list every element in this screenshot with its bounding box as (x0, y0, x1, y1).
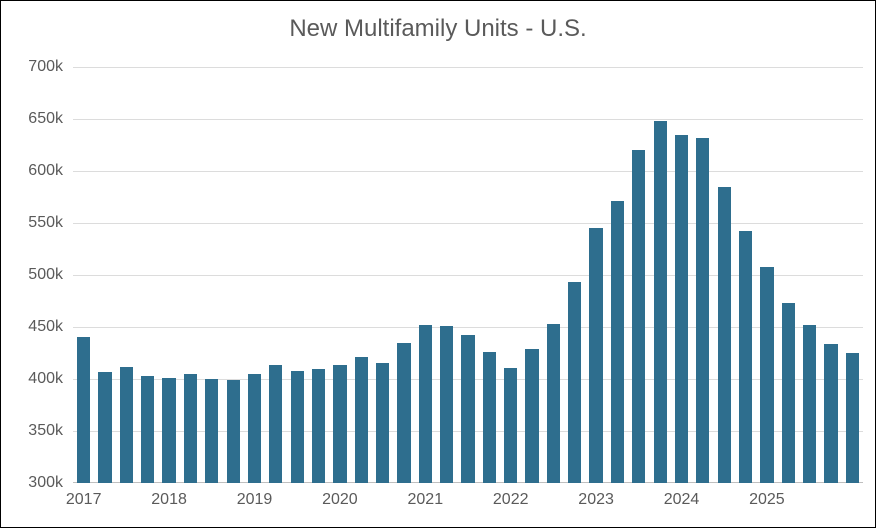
bar (269, 365, 282, 483)
bar (397, 343, 410, 483)
x-tick-label: 2022 (493, 483, 529, 509)
bar (120, 367, 133, 483)
bar (632, 150, 645, 483)
chart-title: New Multifamily Units - U.S. (1, 15, 875, 43)
x-tick-label: 2024 (664, 483, 700, 509)
x-tick-label: 2025 (749, 483, 785, 509)
gridline (73, 223, 863, 224)
bar (654, 121, 667, 483)
bar (461, 335, 474, 483)
y-tick-label: 400k (28, 370, 73, 388)
bar (77, 337, 90, 483)
bar (568, 282, 581, 483)
y-tick-label: 350k (28, 422, 73, 440)
bar (611, 201, 624, 483)
y-tick-label: 600k (28, 162, 73, 180)
bar (760, 267, 773, 483)
x-tick-label: 2023 (578, 483, 614, 509)
bar (355, 357, 368, 483)
bar (376, 363, 389, 483)
bar (525, 349, 538, 483)
y-tick-label: 550k (28, 214, 73, 232)
bar (718, 187, 731, 483)
bar (312, 369, 325, 483)
bar (846, 353, 859, 483)
x-tick-label: 2020 (322, 483, 358, 509)
bar (782, 303, 795, 483)
y-tick-label: 450k (28, 318, 73, 336)
bar (205, 379, 218, 483)
gridline (73, 119, 863, 120)
bar (504, 368, 517, 483)
chart-frame: New Multifamily Units - U.S. 300k350k400… (0, 0, 876, 528)
gridline (73, 171, 863, 172)
x-tick-label: 2021 (408, 483, 444, 509)
bar (141, 376, 154, 483)
bar (98, 372, 111, 483)
bar (824, 344, 837, 483)
bar (547, 324, 560, 483)
bar (803, 325, 816, 483)
y-tick-label: 650k (28, 110, 73, 128)
bar (248, 374, 261, 483)
bar (162, 378, 175, 483)
bar (291, 371, 304, 483)
bar (184, 374, 197, 483)
bar (589, 228, 602, 483)
bar (739, 231, 752, 483)
plot-area: 300k350k400k450k500k550k600k650k700k2017… (73, 67, 863, 483)
bar (333, 365, 346, 483)
y-tick-label: 700k (28, 58, 73, 76)
bar (440, 326, 453, 483)
x-tick-label: 2019 (237, 483, 273, 509)
bar (227, 380, 240, 483)
bar (419, 325, 432, 483)
y-tick-label: 500k (28, 266, 73, 284)
x-tick-label: 2017 (66, 483, 102, 509)
gridline (73, 67, 863, 68)
bar (483, 352, 496, 483)
x-tick-label: 2018 (151, 483, 187, 509)
bar (696, 138, 709, 483)
bar (675, 135, 688, 483)
